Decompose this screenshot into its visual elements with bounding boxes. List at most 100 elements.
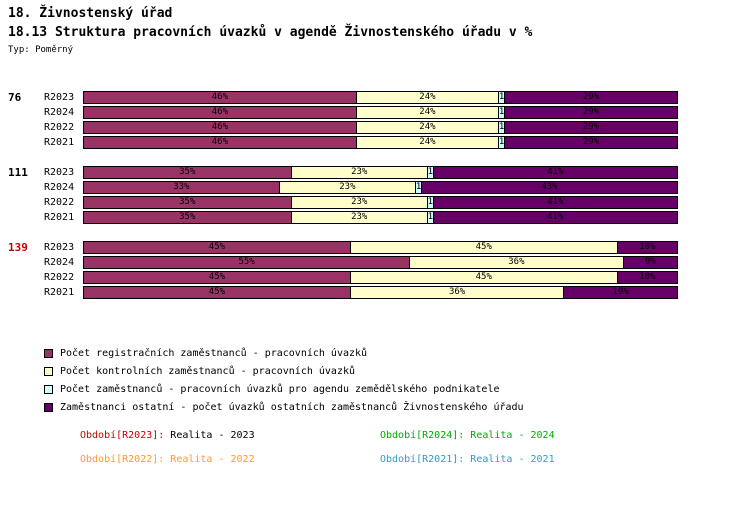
chart-row: 139 R2023 45% 45% 10%	[8, 241, 678, 254]
legend-label: Počet kontrolních zaměstnanců - pracovní…	[60, 365, 356, 377]
bar-segment: 23%	[291, 197, 428, 208]
segment-value-label: 10%	[639, 242, 656, 252]
bar-segment: 46%	[84, 107, 357, 118]
chart-row: R2022 35% 23% 1 41%	[8, 196, 678, 209]
bar-segment: 45%	[84, 272, 351, 283]
segment-value-label: 29%	[582, 92, 600, 102]
chart-row: R2024 33% 23% 1 43%	[8, 181, 678, 194]
row-period-label: R2024	[44, 182, 75, 193]
stacked-bar: 46% 24% 1 29%	[83, 91, 678, 104]
segment-value-label: 29%	[582, 137, 600, 147]
segment-value-label: 36%	[508, 257, 525, 267]
segment-value-label: 24%	[419, 122, 436, 132]
segment-value-label: 41%	[547, 197, 564, 207]
chart-row: R2022 46% 24% 1 29%	[8, 121, 678, 134]
bar-segment: 1	[499, 107, 505, 118]
bar-segment: 29%	[505, 92, 677, 103]
chart-row: R2022 45% 45% 10%	[8, 271, 678, 284]
legend-item: Počet registračních zaměstnanců - pracov…	[44, 344, 524, 362]
stacked-bar: 46% 24% 1 29%	[83, 121, 678, 134]
row-period-label: R2021	[44, 287, 75, 298]
stacked-bar: 46% 24% 1 29%	[83, 136, 678, 149]
segment-value-label: 45%	[475, 272, 492, 282]
period-footnote-label: Období[R2022]:	[80, 454, 165, 465]
chart-row: R2021 35% 23% 1 41%	[8, 211, 678, 224]
segment-value-label: 36%	[448, 287, 466, 297]
stacked-bar: 45% 45% 10%	[83, 241, 678, 254]
period-footnote-label: Období[R2021]:	[380, 454, 465, 465]
bar-segment: 10%	[617, 242, 677, 253]
legend-label: Počet registračních zaměstnanců - pracov…	[60, 347, 368, 359]
segment-value-label: 19%	[612, 287, 629, 297]
bar-segment: 46%	[84, 137, 357, 148]
bar-segment: 1	[428, 197, 434, 208]
bar-segment: 1	[428, 212, 434, 223]
segment-value-label: 35%	[179, 212, 196, 222]
bar-segment: 1	[499, 122, 505, 133]
bar-segment: 41%	[433, 167, 677, 178]
bar-segment: 41%	[433, 197, 677, 208]
segment-value-label: 46%	[211, 107, 229, 117]
legend-color-swatch	[44, 366, 53, 376]
group-total-label: 111	[8, 166, 28, 179]
bar-segment: 46%	[84, 122, 357, 133]
chart-group: 76 R2023 46% 24% 1 29% R2024 46% 24% 1 29% R2022 46%…	[8, 91, 678, 149]
bar-segment: 1	[499, 137, 505, 148]
bar-segment: 9%	[623, 257, 677, 268]
segment-value-label: 45%	[475, 242, 492, 252]
segment-value-label: 35%	[179, 197, 196, 207]
segment-value-label: 24%	[419, 107, 436, 117]
period-footnote: Období[R2023]: Realita - 2023	[80, 430, 380, 441]
chart-legend: Počet registračních zaměstnanců - pracov…	[44, 344, 524, 416]
bar-segment: 29%	[505, 107, 677, 118]
stacked-bar-chart: 76 R2023 46% 24% 1 29% R2024 46% 24% 1 29% R2022 46%…	[8, 91, 678, 316]
chart-row: R2024 55% 36% 9%	[8, 256, 678, 269]
chart-group: 139 R2023 45% 45% 10% R2024 55% 36% 9% R2022 45% 45…	[8, 241, 678, 299]
legend-label: Zaměstnanci ostatní - počet úvazků ostat…	[60, 401, 524, 413]
row-period-label: R2024	[44, 107, 75, 118]
bar-segment: 29%	[505, 137, 677, 148]
stacked-bar: 46% 24% 1 29%	[83, 106, 678, 119]
segment-value-label: 1	[498, 137, 505, 147]
chart-row: 76 R2023 46% 24% 1 29%	[8, 91, 678, 104]
bar-segment: 36%	[350, 287, 565, 298]
segment-value-label: 29%	[582, 107, 600, 117]
row-period-label: R2022	[44, 272, 75, 283]
bar-segment: 41%	[433, 212, 677, 223]
segment-value-label: 46%	[211, 92, 229, 102]
segment-value-label: 45%	[208, 272, 226, 282]
segment-value-label: 46%	[211, 137, 229, 147]
bar-segment: 45%	[84, 242, 351, 253]
legend-color-swatch	[44, 348, 53, 358]
bar-segment: 45%	[84, 287, 351, 298]
bar-segment: 1	[499, 92, 505, 103]
bar-segment: 45%	[350, 242, 618, 253]
stacked-bar: 55% 36% 9%	[83, 256, 678, 269]
period-footnote-value: Realita - 2021	[470, 454, 555, 465]
segment-value-label: 45%	[208, 242, 226, 252]
segment-value-label: 9%	[644, 257, 656, 267]
segment-value-label: 41%	[547, 212, 564, 222]
bar-segment: 43%	[421, 182, 677, 193]
bar-segment: 29%	[505, 122, 677, 133]
segment-value-label: 10%	[639, 272, 656, 282]
bar-segment: 45%	[350, 272, 618, 283]
bar-segment: 35%	[84, 197, 292, 208]
row-period-label: R2023	[44, 92, 75, 103]
bar-segment: 23%	[291, 167, 428, 178]
legend-item: Počet zaměstnanců - pracovních úvazků pr…	[44, 380, 524, 398]
segment-value-label: 1	[498, 122, 505, 132]
bar-segment: 33%	[84, 182, 280, 193]
bar-segment: 46%	[84, 92, 357, 103]
bar-segment: 35%	[84, 167, 292, 178]
bar-segment: 35%	[84, 212, 292, 223]
segment-value-label: 23%	[351, 197, 368, 207]
segment-value-label: 1	[415, 182, 422, 192]
bar-segment: 24%	[356, 92, 500, 103]
report-title: 18. Živnostenský úřad	[8, 6, 173, 21]
bar-segment: 1	[428, 167, 434, 178]
segment-value-label: 1	[498, 107, 505, 117]
segment-value-label: 43%	[541, 182, 558, 192]
segment-value-label: 24%	[419, 137, 436, 147]
row-period-label: R2021	[44, 137, 75, 148]
